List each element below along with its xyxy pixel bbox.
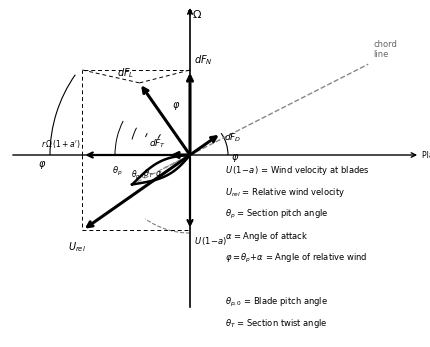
Text: $\varphi$: $\varphi$ (38, 159, 46, 171)
Text: $\alpha$ = Angle of attack: $\alpha$ = Angle of attack (225, 229, 308, 243)
Text: $dF_L$: $dF_L$ (117, 66, 135, 80)
Text: $U\,(1{-}a\,)$ = Wind velocity at blades: $U\,(1{-}a\,)$ = Wind velocity at blades (225, 163, 370, 177)
Text: chord
line: chord line (373, 40, 397, 59)
Text: $\varphi = \theta_p{+}\alpha$ = Angle of relative wind: $\varphi = \theta_p{+}\alpha$ = Angle of… (225, 252, 368, 264)
Text: $\alpha$: $\alpha$ (155, 169, 162, 178)
Text: $\theta_T$ = Section twist angle: $\theta_T$ = Section twist angle (225, 318, 328, 330)
Text: Plane of blade rotation: Plane of blade rotation (422, 151, 430, 160)
Text: $dF_D$: $dF_D$ (224, 131, 242, 144)
Text: $\theta_T$: $\theta_T$ (143, 168, 154, 180)
Text: $\Omega$: $\Omega$ (192, 8, 202, 20)
Text: $\theta_p$: $\theta_p$ (112, 165, 123, 178)
Text: $U\,(1{-}a)$: $U\,(1{-}a)$ (194, 235, 227, 247)
Text: $r\,\Omega\,(1+a^{\prime})$: $r\,\Omega\,(1+a^{\prime})$ (41, 138, 80, 150)
Text: $\varphi$: $\varphi$ (231, 152, 240, 164)
Text: $U_{rel}$ = Relative wind velocity: $U_{rel}$ = Relative wind velocity (225, 186, 345, 198)
Text: $\theta_{p,0}$ = Blade pitch angle: $\theta_{p,0}$ = Blade pitch angle (225, 295, 328, 308)
Text: $U_{rel}$: $U_{rel}$ (68, 240, 86, 254)
Text: $\theta_{p,0}$: $\theta_{p,0}$ (131, 169, 147, 182)
Text: $dF_T$: $dF_T$ (149, 137, 166, 150)
Text: $dF_N$: $dF_N$ (194, 53, 213, 67)
Text: $\theta_p$ = Section pitch angle: $\theta_p$ = Section pitch angle (225, 208, 329, 221)
Text: $\varphi$: $\varphi$ (172, 100, 180, 112)
